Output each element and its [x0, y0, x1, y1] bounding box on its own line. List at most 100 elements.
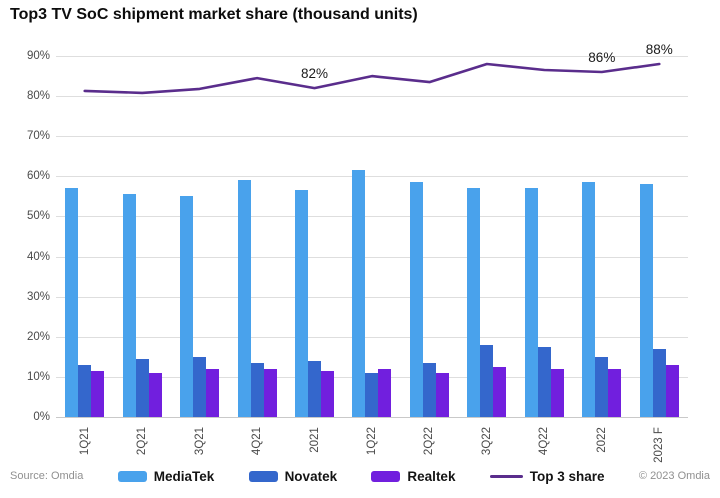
x-tick-label-2023-f: 2023 F [653, 427, 666, 463]
y-tick-label-90: 90% [26, 50, 50, 62]
x-tick-label-4q22: 4Q22 [538, 426, 551, 456]
chart-title: Top3 TV SoC shipment market share (thous… [10, 6, 418, 23]
legend-swatch-top-3-share [489, 474, 523, 478]
y-tick-label-60: 60% [26, 170, 50, 183]
bar-novatek-2021 [308, 360, 322, 417]
x-tick-label-1q22: 1Q22 [366, 426, 378, 456]
gridline-70 [56, 136, 688, 138]
x-tick-label-2021: 2021 [308, 427, 321, 453]
y-axis-labels: 0% 10% 20% 30% 40% 50% 60% 70% 80% 90% [0, 0, 50, 498]
legend: MediaTek Novatek Realtek Top 3 share [83, 469, 639, 484]
x-tick-label-1q21: 1Q21 [78, 426, 91, 456]
y-tick-label-80: 80% [26, 90, 50, 103]
bar-novatek-4q21 [250, 362, 264, 417]
bar-group-4q21 [228, 56, 285, 417]
bar-mediatek-2023-f [639, 184, 653, 417]
bar-group-2q21 [113, 56, 170, 417]
x-tick-label-2q21: 2Q21 [136, 426, 149, 456]
bar-novatek-1q21 [78, 364, 92, 417]
bar-mediatek-4q21 [237, 180, 251, 417]
bar-realtek-2q21 [148, 372, 162, 417]
bar-realtek-2q22 [435, 372, 449, 417]
gridline-20 [56, 336, 688, 338]
bar-novatek-4q22 [537, 346, 551, 417]
bar-mediatek-3q22 [467, 188, 481, 417]
legend-item-top-3-share: Top 3 share [489, 468, 605, 484]
bar-novatek-3q21 [193, 356, 207, 417]
bar-novatek-1q22 [365, 372, 379, 417]
bar-mediatek-2021 [295, 190, 309, 417]
bar-mediatek-2q21 [122, 194, 136, 417]
bar-group-4q22 [516, 56, 573, 417]
legend-label-novatek: Novatek [284, 468, 338, 484]
y-tick-label-50: 50% [26, 210, 50, 223]
bar-novatek-2q21 [135, 358, 149, 417]
legend-item-mediatek: MediaTek [117, 468, 215, 484]
bar-novatek-2023-f [652, 348, 666, 417]
bar-group-2q22 [401, 56, 458, 417]
bar-mediatek-4q22 [524, 188, 538, 417]
bar-realtek-2021 [321, 370, 335, 417]
gridline-60 [56, 176, 688, 178]
x-tick-label-2022: 2022 [595, 427, 608, 453]
bar-mediatek-2q22 [409, 182, 423, 417]
y-tick-label-0: 0% [33, 411, 50, 423]
x-tick-label-3q22: 3Q22 [480, 426, 493, 456]
bar-group-3q22 [458, 56, 515, 417]
bar-novatek-3q22 [480, 344, 494, 417]
bar-realtek-1q22 [378, 368, 392, 417]
bar-mediatek-2022 [582, 182, 596, 417]
gridline-30 [56, 296, 688, 298]
top3-share-polyline [83, 62, 661, 95]
gridline-0 [56, 417, 688, 418]
y-tick-label-10: 10% [26, 370, 50, 383]
legend-label-realtek: Realtek [407, 468, 456, 484]
bar-realtek-3q22 [493, 366, 507, 417]
bar-realtek-4q22 [550, 368, 564, 417]
y-tick-label-20: 20% [26, 330, 50, 343]
bar-mediatek-1q21 [65, 188, 79, 417]
bar-realtek-2022 [608, 368, 622, 417]
bar-realtek-4q21 [263, 368, 277, 417]
bar-novatek-2022 [595, 356, 609, 417]
bar-group-2023-f [631, 56, 688, 417]
bar-realtek-1q21 [91, 370, 105, 417]
legend-swatch-realtek [371, 470, 401, 482]
y-tick-label-70: 70% [26, 130, 50, 143]
x-axis-labels: 1Q21 2Q21 3Q21 4Q21 2021 1Q22 2Q22 3Q22 4Q22 2022… [56, 421, 688, 467]
x-tick-label-4q21: 4Q21 [251, 426, 264, 456]
x-tick-label-3q21: 3Q21 [193, 426, 206, 456]
copyright-note: © 2023 Omdia [638, 470, 710, 482]
legend-row: Source: Omdia MediaTek Novatek Realtek Top … [0, 463, 720, 489]
y-tick-label-40: 40% [26, 250, 50, 263]
legend-label-mediatek: MediaTek [153, 468, 215, 484]
line-data-label-88: 88% [645, 42, 673, 58]
bar-novatek-2q22 [422, 362, 436, 417]
source-note: Source: Omdia [10, 470, 84, 482]
plot-area: 82% 86% 88% [56, 42, 688, 418]
bar-group-2021 [286, 56, 343, 417]
y-tick-label-30: 30% [26, 290, 50, 303]
gridline-50 [56, 216, 688, 218]
bars-layer [56, 56, 688, 417]
legend-item-realtek: Realtek [371, 469, 455, 484]
bar-group-1q22 [343, 56, 400, 417]
bar-mediatek-3q21 [180, 196, 194, 417]
top3-share-line [83, 62, 661, 95]
legend-swatch-novatek [248, 470, 278, 482]
bar-group-2022 [573, 56, 630, 417]
x-tick-label-2q22: 2Q22 [423, 426, 436, 456]
gridline-90 [56, 56, 688, 57]
bar-mediatek-1q22 [352, 170, 366, 417]
legend-swatch-mediatek [117, 470, 147, 482]
bar-group-1q21 [56, 56, 113, 417]
legend-label-top-3-share: Top 3 share [529, 468, 605, 484]
gridline-80 [56, 96, 688, 98]
legend-item-novatek: Novatek [248, 468, 338, 484]
bar-realtek-2023-f [665, 364, 679, 417]
gridline-40 [56, 256, 688, 258]
line-data-label-82: 82% [301, 66, 329, 82]
line-data-label-86: 86% [588, 50, 616, 66]
bar-realtek-3q21 [206, 368, 220, 417]
bar-group-3q21 [171, 56, 228, 417]
